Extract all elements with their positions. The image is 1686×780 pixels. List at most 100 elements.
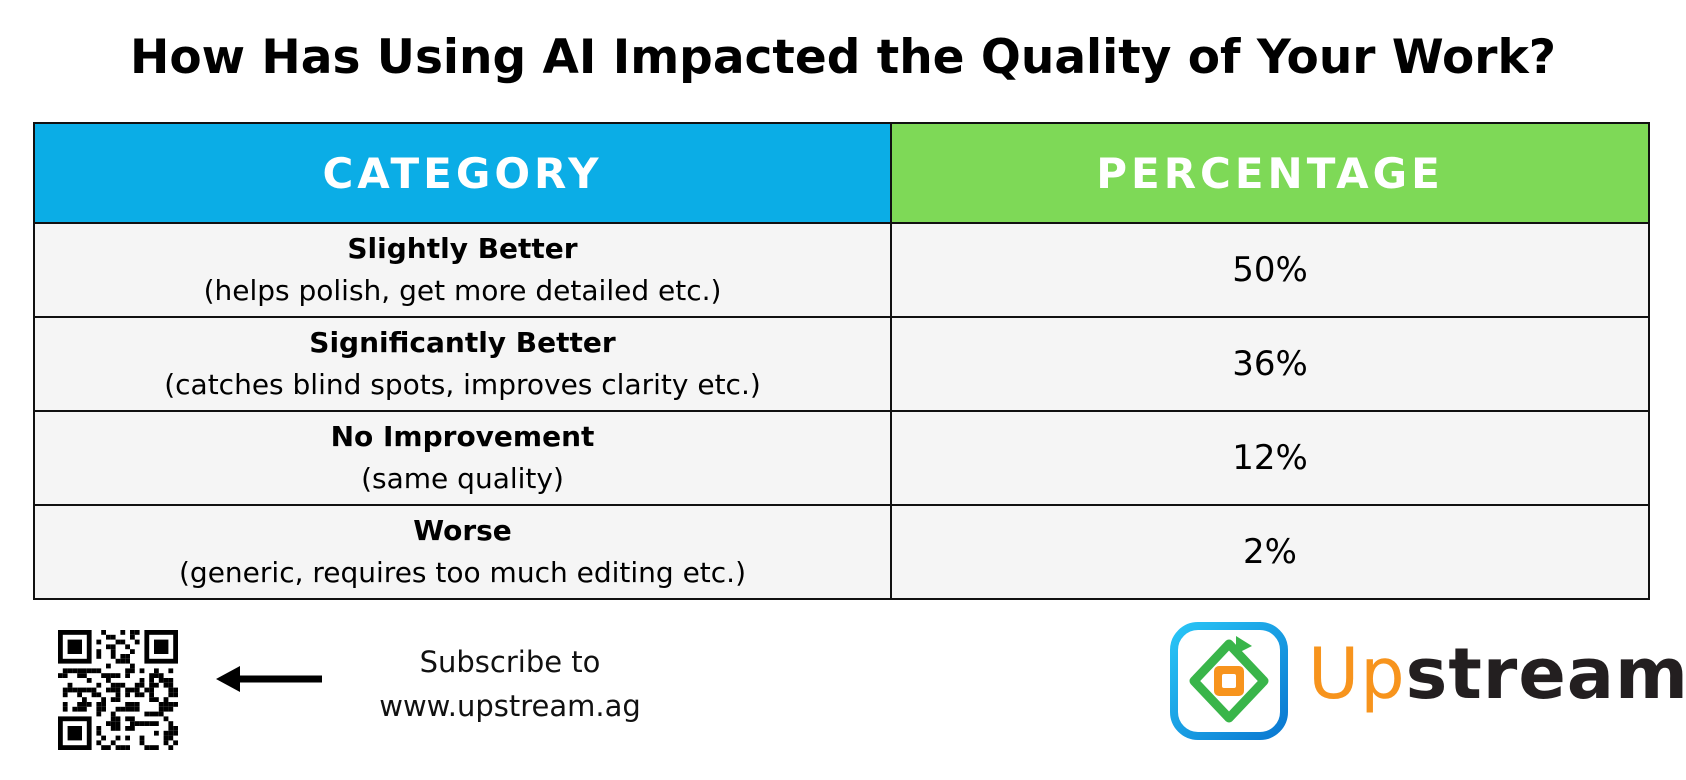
qr-module: [96, 682, 102, 688]
qr-module: [120, 654, 126, 659]
qr-module: [154, 730, 159, 736]
qr-module: [77, 702, 82, 707]
qr-module: [82, 702, 87, 707]
subscribe-text: Subscribe to www.upstream.ag: [330, 640, 690, 728]
qr-module: [134, 702, 140, 707]
qr-module: [125, 654, 130, 659]
qr-module: [168, 730, 174, 736]
header-row: CATEGORY PERCENTAGE: [33, 122, 1650, 224]
qr-module: [86, 702, 92, 707]
qr-module: [106, 721, 111, 726]
qr-module: [110, 644, 116, 650]
qr-module: [106, 634, 111, 640]
qr-code: [58, 630, 178, 750]
title: How Has Using AI Impacted the Quality of…: [129, 30, 1557, 85]
qr-module: [168, 735, 174, 741]
qr-module: [115, 658, 121, 664]
qr-module: [149, 745, 154, 750]
qr-module: [130, 634, 135, 640]
qr-module: [154, 639, 169, 654]
qr-module: [106, 687, 111, 693]
category-description: (catches blind spots, improves clarity e…: [164, 368, 761, 401]
qr-module: [163, 716, 169, 722]
qr-module: [163, 740, 169, 746]
qr-module: [82, 706, 87, 712]
qr-module: [163, 735, 169, 741]
qr-module: [82, 668, 87, 674]
qr-module: [173, 702, 178, 707]
qr-module: [106, 678, 111, 683]
qr-module: [139, 678, 145, 683]
table-row: Significantly Better (catches blind spots…: [33, 316, 1650, 412]
qr-module: [101, 735, 106, 741]
qr-module: [149, 673, 154, 678]
percentage-cell: 2%: [890, 504, 1650, 600]
qr-module: [144, 745, 150, 750]
qr-module: [67, 726, 82, 741]
qr-module: [158, 706, 164, 712]
qr-module: [120, 639, 126, 645]
qr-module: [173, 692, 178, 698]
qr-module: [168, 687, 174, 693]
qr-module: [168, 682, 174, 688]
qr-module: [130, 668, 135, 674]
qr-module: [101, 706, 106, 712]
qr-module: [72, 687, 78, 693]
qr-module: [72, 706, 78, 712]
qr-module: [130, 663, 135, 669]
qr-module: [173, 687, 178, 693]
qr-module: [101, 702, 106, 707]
category-cell: Worse (generic, requires too much editing…: [33, 504, 892, 600]
qr-module: [168, 678, 174, 683]
qr-module: [67, 687, 73, 693]
table-row: Worse (generic, requires too much editing…: [33, 504, 1650, 600]
brand-part: stream: [1405, 633, 1686, 715]
qr-module: [130, 687, 135, 693]
qr-module: [158, 673, 164, 678]
qr-module: [62, 702, 68, 707]
qr-module: [96, 649, 102, 654]
qr-module: [62, 673, 68, 678]
qr-module: [96, 692, 102, 698]
qr-module: [106, 673, 111, 678]
qr-module: [67, 682, 73, 688]
qr-module: [163, 678, 169, 683]
qr-module: [149, 711, 154, 717]
qr-module: [110, 740, 116, 746]
qr-module: [101, 745, 106, 750]
qr-module: [125, 658, 130, 664]
percentage-cell: 12%: [890, 410, 1650, 506]
qr-module: [154, 697, 159, 702]
qr-module: [163, 682, 169, 688]
qr-module: [168, 721, 174, 726]
qr-module: [125, 687, 130, 693]
category-description: (same quality): [361, 462, 564, 495]
qr-module: [115, 716, 121, 722]
qr-module: [110, 726, 116, 731]
qr-module: [110, 634, 116, 640]
qr-module: [130, 726, 135, 731]
qr-module: [154, 668, 159, 674]
qr-module: [77, 692, 82, 698]
qr-module: [77, 673, 82, 678]
qr-module: [125, 668, 130, 674]
qr-module: [158, 702, 164, 707]
qr-module: [139, 692, 145, 698]
category-cell: Significantly Better (catches blind spots…: [33, 316, 892, 412]
qr-module: [115, 745, 121, 750]
qr-module: [173, 726, 178, 731]
qr-module: [115, 735, 121, 741]
qr-module: [110, 687, 116, 693]
arrow: [216, 666, 322, 692]
qr-module: [125, 706, 130, 712]
table-row: No Improvement (same quality) 12%: [33, 410, 1650, 506]
category-cell: No Improvement (same quality): [33, 410, 892, 506]
qr-module: [149, 692, 154, 698]
brand-name: Upstream: [1308, 633, 1686, 715]
qr-module: [106, 663, 111, 669]
qr-module: [149, 687, 154, 693]
qr-module: [106, 644, 111, 650]
qr-module: [130, 716, 135, 722]
qr-module: [154, 682, 159, 688]
logo-icon: [1170, 622, 1288, 740]
